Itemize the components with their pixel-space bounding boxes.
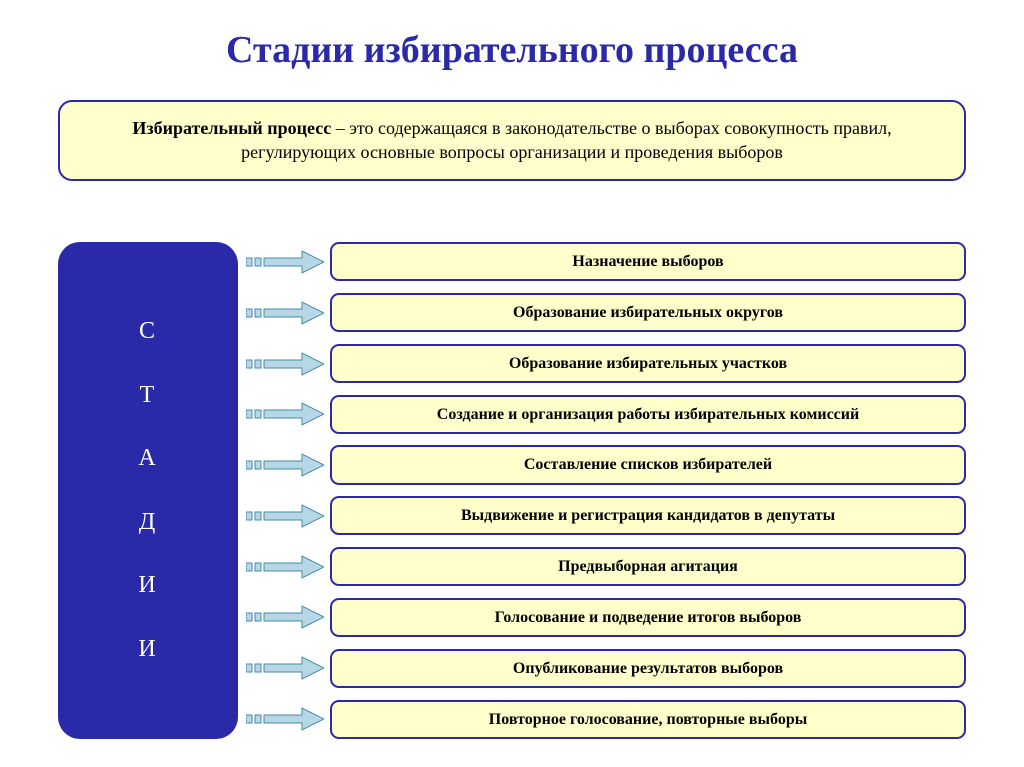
stage-box: Образование избирательных округов <box>330 293 966 332</box>
side-letter: Д <box>139 509 157 536</box>
side-letter: С <box>139 318 157 345</box>
arrow-icon <box>246 401 324 427</box>
stage-box: Назначение выборов <box>330 242 966 281</box>
arrows-column <box>246 242 324 739</box>
side-letter: Т <box>140 382 157 409</box>
diagram-area: С Т А Д И И Назначение выборов Образован… <box>0 242 1024 739</box>
side-letter: А <box>138 445 157 472</box>
stage-box: Образование избирательных участков <box>330 344 966 383</box>
side-letter: И <box>138 572 157 599</box>
definition-box: Избирательный процесс – это содержащаяся… <box>58 100 966 181</box>
definition-rest: – это содержащаяся в законодательстве о … <box>241 118 891 162</box>
stage-box: Выдвижение и регистрация кандидатов в де… <box>330 496 966 535</box>
arrow-icon <box>246 655 324 681</box>
arrow-icon <box>246 300 324 326</box>
side-panel: С Т А Д И И <box>58 242 238 739</box>
stage-box: Составление списков избирателей <box>330 445 966 484</box>
stages-column: Назначение выборов Образование избирател… <box>330 242 966 739</box>
arrow-icon <box>246 452 324 478</box>
arrow-icon <box>246 503 324 529</box>
stage-box: Повторное голосование, повторные выборы <box>330 700 966 739</box>
arrow-icon <box>246 554 324 580</box>
stage-box: Опубликование результатов выборов <box>330 649 966 688</box>
page-title: Стадии избирательного процесса <box>0 0 1024 90</box>
side-letter: И <box>138 636 157 663</box>
stage-box: Голосование и подведение итогов выборов <box>330 598 966 637</box>
definition-term: Избирательный процесс <box>132 118 331 138</box>
stage-box: Предвыборная агитация <box>330 547 966 586</box>
stage-box: Создание и организация работы избиратель… <box>330 395 966 434</box>
arrow-icon <box>246 706 324 732</box>
arrow-icon <box>246 351 324 377</box>
arrow-icon <box>246 604 324 630</box>
arrow-icon <box>246 249 324 275</box>
